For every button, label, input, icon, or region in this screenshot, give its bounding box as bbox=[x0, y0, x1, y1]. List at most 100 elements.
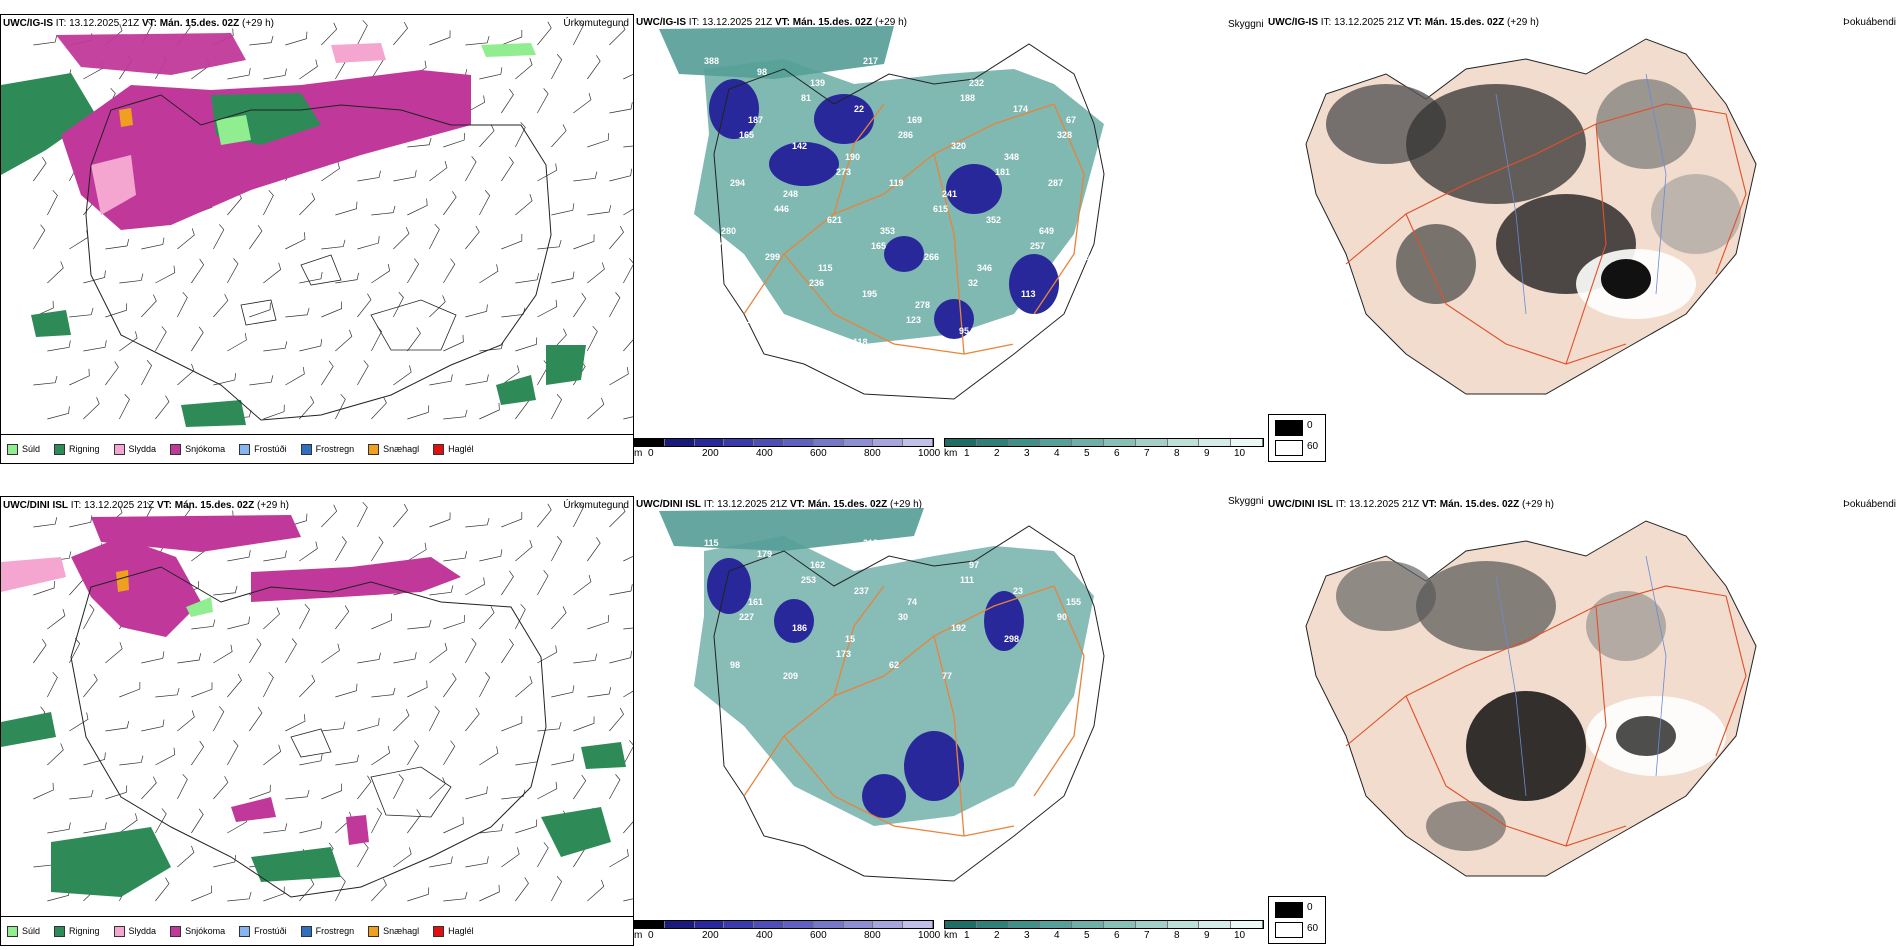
wind-barb bbox=[47, 822, 71, 834]
wind-barb bbox=[357, 652, 381, 664]
colorbar-tick-label: 4 bbox=[1054, 448, 1060, 459]
colorbar-tick-label: 1 bbox=[964, 448, 970, 459]
wind-barb bbox=[623, 73, 633, 80]
wind-barb bbox=[465, 638, 477, 664]
wind-barb bbox=[465, 786, 488, 800]
cloud-base-value: 295 bbox=[1075, 67, 1090, 77]
wind-barb bbox=[515, 676, 533, 698]
colorbar-tick-label: 2 bbox=[994, 930, 1000, 941]
wind-barb bbox=[551, 394, 563, 420]
cloud-base-map: 388 98 139 217 211 232 255 295 187 81 22 169 188 174 6… bbox=[659, 26, 1105, 400]
wind-barb bbox=[357, 775, 372, 800]
wind-barb bbox=[443, 673, 457, 698]
cloud-base-value: 117 bbox=[800, 326, 815, 336]
cloud-base-value: 299 bbox=[765, 252, 780, 262]
precip-areas bbox=[1, 33, 586, 427]
wind-barb bbox=[371, 613, 392, 630]
colorbar-step bbox=[664, 921, 695, 928]
wind-barb bbox=[573, 653, 598, 664]
cloud-base-value: 227 bbox=[739, 612, 754, 622]
cloud-base-value: 388 bbox=[704, 56, 719, 66]
rivers bbox=[1495, 73, 1667, 315]
cloud-base-value: 179 bbox=[757, 549, 772, 559]
wind-barb bbox=[609, 650, 632, 664]
wind-barb bbox=[33, 375, 58, 386]
wind-barb bbox=[105, 238, 130, 250]
wind-barb bbox=[213, 706, 225, 732]
wind-barb bbox=[587, 615, 609, 630]
colorbar-tick-label: 6 bbox=[1114, 930, 1120, 941]
wind-barb bbox=[357, 293, 372, 318]
wind-barb bbox=[573, 501, 584, 528]
wind-barb bbox=[141, 776, 157, 800]
colorbar-step bbox=[724, 439, 755, 446]
wind-barb bbox=[465, 517, 490, 528]
roads bbox=[743, 585, 1085, 837]
wind-barb bbox=[537, 163, 557, 182]
wind-barb bbox=[177, 653, 202, 664]
legend-swatch bbox=[54, 443, 66, 455]
precip-type-legend: Súld Rigning Slydda Snjókoma Frostúði Frostre… bbox=[1, 916, 633, 945]
colorbar-step bbox=[1008, 921, 1041, 928]
wind-barb bbox=[371, 326, 383, 352]
glacier-outlines bbox=[290, 728, 452, 818]
cloud-base-value: 209 bbox=[783, 671, 798, 681]
cloud-base-value: 286 bbox=[898, 130, 913, 140]
legend-swatch bbox=[433, 925, 445, 937]
wind-barb bbox=[299, 820, 323, 834]
wind-barb bbox=[335, 329, 353, 352]
colorbar-tick-label: 400 bbox=[756, 930, 773, 941]
wind-barb bbox=[263, 404, 285, 420]
wind-barb bbox=[33, 782, 54, 800]
roads bbox=[1345, 103, 1747, 365]
panel-header: UWC/IG-IS IT: 13.12.2025 21Z VT: Mán. 15… bbox=[1268, 17, 1539, 28]
wind-barb bbox=[609, 774, 621, 800]
colorbar-step bbox=[1008, 439, 1041, 446]
fog-index-map bbox=[1305, 520, 1757, 877]
cloud-base-value: 169 bbox=[907, 115, 922, 125]
wind-barb bbox=[263, 886, 285, 902]
colorbar-step bbox=[783, 439, 814, 446]
wind-barb bbox=[551, 536, 563, 562]
wind-barb bbox=[573, 19, 584, 46]
colorbar-step bbox=[1167, 921, 1200, 928]
precip-type-panel-bottom: UWC/DINI ISL IT: 13.12.2025 21Z VT: Mán.… bbox=[0, 496, 634, 946]
cloud-base-value: 255 bbox=[1022, 56, 1037, 66]
cloud-base-value: 320 bbox=[951, 141, 966, 151]
legend-swatch bbox=[113, 925, 125, 937]
wind-barb bbox=[609, 292, 621, 318]
wind-barb bbox=[285, 789, 310, 800]
wind-barb bbox=[321, 301, 343, 318]
legend-swatch bbox=[170, 443, 182, 455]
wind-barb bbox=[587, 325, 598, 352]
cloud-base-value: 23 bbox=[1013, 586, 1023, 596]
panel-header: UWC/DINI ISL IT: 13.12.2025 21Z VT: Mán.… bbox=[3, 500, 289, 511]
cloud-base-value: 287 bbox=[1048, 178, 1063, 188]
wind-barb bbox=[609, 848, 629, 868]
wind-barbs bbox=[33, 501, 633, 902]
colorbar-step bbox=[783, 921, 814, 928]
wind-barb bbox=[299, 541, 318, 562]
wind-barb bbox=[69, 712, 89, 732]
panel-title: Úrkomutegund bbox=[563, 18, 629, 29]
colorbar-step bbox=[945, 921, 977, 928]
wind-barb bbox=[551, 271, 575, 284]
wind-barb bbox=[551, 124, 567, 148]
wind-barb bbox=[623, 821, 633, 834]
wind-barb bbox=[573, 574, 592, 596]
wind-barb bbox=[465, 856, 489, 868]
colorbar-step bbox=[1072, 921, 1104, 928]
wind-barb bbox=[393, 226, 410, 250]
rivers bbox=[1495, 555, 1667, 797]
wind-barb bbox=[47, 743, 64, 766]
wind-barb bbox=[515, 603, 526, 630]
wind-barb bbox=[429, 30, 451, 46]
cloud-base-value: 241 bbox=[942, 189, 957, 199]
wind-barb bbox=[155, 395, 170, 420]
legend-swatch bbox=[7, 925, 18, 937]
cloud-base-value: 97 bbox=[969, 560, 979, 570]
panel-header: UWC/DINI ISL IT: 13.12.2025 21Z VT: Mán.… bbox=[1268, 499, 1554, 510]
colorbar-tick-label: 400 bbox=[756, 448, 773, 459]
colorbar-step bbox=[843, 921, 874, 928]
wind-barb bbox=[371, 687, 396, 698]
